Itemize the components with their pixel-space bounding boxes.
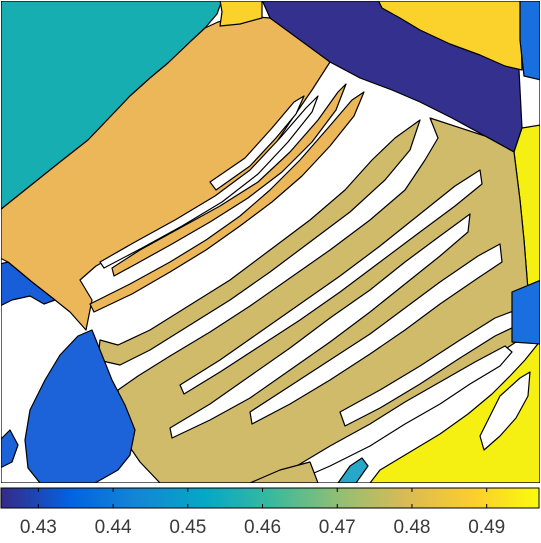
grain-white-gap-2 [209,95,305,191]
colorbar-tick-label: 0.47 [319,517,356,538]
grain-olive-bottom-spot [249,461,319,483]
colorbar-tick-label: 0.43 [20,517,57,538]
colorbar-tick-label: 0.49 [468,517,505,538]
grain-blue-right-mid [511,279,540,345]
grain-teal-small [337,457,369,483]
colorbar: 0.43 0.44 0.45 0.46 0.47 0.48 0.49 [0,487,540,538]
grain-orange-stripe-1 [111,83,347,277]
colorbar-tick-label: 0.48 [393,517,430,538]
grain-white-stripe-4 [179,169,483,395]
grain-orange-stripe-2 [89,91,365,313]
grain-blue-bottom-left-sliver [1,429,19,469]
grain-white-stripe-2 [249,243,503,425]
grain-bright-yellow-right [369,340,540,483]
colorbar-tick-label: 0.45 [169,517,206,538]
grain-white-stripe-3 [289,345,513,481]
grain-white-right-pocket [479,371,531,451]
grain-olive-lower-strip [97,119,421,366]
colorbar-tick-label: 0.46 [244,517,281,538]
colorbar-gradient [0,487,540,509]
grain-blue-mid-left [24,329,136,483]
plot-area [1,1,540,483]
colorbar-ticks: 0.43 0.44 0.45 0.46 0.47 0.48 0.49 [20,488,505,538]
grain-blue-right-edge [519,1,540,81]
grain-yellow-top-strip [219,1,263,27]
colorbar-tick-label: 0.44 [95,517,132,538]
grain-blue-left [1,261,56,307]
grain-white-gap-1 [99,95,319,269]
grain-white-stripe-1 [169,213,471,439]
